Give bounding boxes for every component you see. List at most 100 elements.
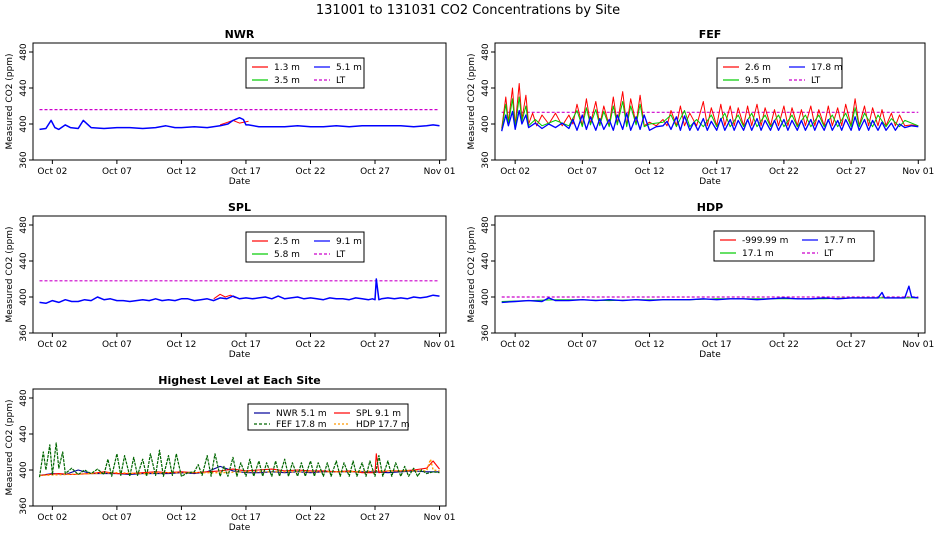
legend-label: 17.1 m [742,249,774,259]
y-tick-label: 360 [19,497,29,514]
x-tick-label: Nov 01 [424,340,456,350]
legend-label: 2.6 m [745,63,771,73]
legend-box [247,403,409,431]
legend-label: LT [824,249,834,259]
x-tick-label: Oct 22 [296,513,326,523]
legend-label: -999.99 m [742,236,788,246]
x-axis-label: Date [229,350,251,360]
x-axis-label: Date [229,523,251,533]
x-tick-label: Oct 07 [102,513,132,523]
chart-highest: Highest Level at Each Site 360 400 440 480 Oc… [5,374,455,533]
x-tick-label: Oct 22 [769,167,799,177]
y-tick-label: 400 [481,115,491,132]
y-tick-label: 440 [481,79,491,96]
plot-frame [32,388,447,507]
legend-label: LT [811,76,821,86]
x-tick-label: Oct 12 [635,340,665,350]
x-axis-label: Date [229,177,251,187]
y-tick-label: 440 [19,425,29,442]
x-tick-label: Oct 22 [769,340,799,350]
x-tick-label: Oct 17 [231,513,261,523]
series-line-17-8-m [501,109,919,132]
y-tick-label: 480 [19,43,29,60]
series-line-2-6-m [501,83,919,129]
legend-label: 5.8 m [274,250,300,260]
legend-label: 2.5 m [274,237,300,247]
x-tick-label: Oct 27 [360,340,390,350]
y-axis-label: Measured CO2 (ppm) [5,400,15,496]
x-tick-label: Oct 07 [567,340,597,350]
chart-title: HDP [697,201,723,214]
legend-label: SPL 9.1 m [356,409,401,419]
x-tick-label: Nov 01 [424,513,456,523]
chart-spl: SPL 360 400 440 480 Oct 02 Oct 07 Oct 12 Oct 17 O… [5,201,455,360]
legend: 2.6 m 17.8 m 9.5 m LT [716,57,843,89]
y-tick-label: 440 [19,252,29,269]
series-line-spl-9-1-m [39,453,440,476]
panels: NWR 360 400 440 480 Oct 02 Oct 07 Oct 12 Oct 17 O… [5,28,934,533]
x-tick-label: Oct 02 [37,513,67,523]
legend-label: 9.5 m [745,76,771,86]
y-tick-label: 360 [19,151,29,168]
x-tick-label: Oct 07 [102,340,132,350]
x-tick-label: Oct 17 [702,167,732,177]
chart-title: NWR [225,28,255,41]
y-axis-label: Measured CO2 (ppm) [5,54,15,150]
chart-title: FEF [699,28,722,41]
y-tick-label: 440 [481,252,491,269]
legend-box [245,57,365,89]
series-line-17-7-m [501,285,919,304]
x-tick-label: Oct 17 [702,340,732,350]
y-tick-label: 480 [19,216,29,233]
legend-label: LT [336,250,346,260]
plot-frame [32,215,447,334]
y-tick-label: 400 [19,288,29,305]
chart-title: Highest Level at Each Site [158,374,321,387]
y-tick-label: 440 [19,79,29,96]
x-tick-label: Oct 17 [231,167,261,177]
x-axis-label: Date [699,350,721,360]
x-tick-label: Oct 02 [37,167,67,177]
x-tick-label: Oct 27 [360,167,390,177]
x-tick-label: Nov 01 [902,340,934,350]
x-tick-label: Oct 12 [635,167,665,177]
x-tick-label: Oct 12 [166,340,196,350]
series-line-9-5-m [501,96,919,131]
figure-title: 131001 to 131031 CO2 Concentrations by S… [316,3,620,18]
legend-label: 17.7 m [824,236,856,246]
legend-label: LT [336,76,346,86]
legend: 1.3 m 5.1 m 3.5 m LT [245,57,365,89]
x-tick-label: Oct 27 [360,513,390,523]
plot-frame [494,215,926,334]
legend-label: FEF 17.8 m [276,420,327,430]
y-tick-label: 480 [19,389,29,406]
legend-label: NWR 5.1 m [276,409,327,419]
y-tick-label: 400 [481,288,491,305]
legend-box [713,230,875,262]
x-tick-label: Oct 12 [166,167,196,177]
legend-label: HDP 17.7 m [356,420,410,430]
x-tick-label: Oct 07 [567,167,597,177]
chart-nwr: NWR 360 400 440 480 Oct 02 Oct 07 Oct 12 Oct 17 O… [5,28,455,187]
legend: -999.99 m 17.7 m 17.1 m LT [713,230,875,262]
series-line-5-1-m [39,116,440,131]
x-tick-label: Oct 02 [500,340,530,350]
legend: NWR 5.1 m SPL 9.1 m FEF 17.8 m HDP 17.7 m [247,403,410,431]
x-tick-label: Oct 27 [836,340,866,350]
series-line-hdp-17-7-m [39,458,440,477]
x-tick-label: Oct 02 [500,167,530,177]
y-axis-label: Measured CO2 (ppm) [5,227,15,323]
y-axis-label: Measured CO2 (ppm) [467,227,477,323]
legend-label: 9.1 m [336,237,362,247]
x-tick-label: Oct 17 [231,340,261,350]
x-tick-label: Oct 22 [296,167,326,177]
chart-hdp: HDP 360 400 440 480 Oct 02 Oct 07 Oct 12 Oct 17 O… [467,201,934,360]
legend-box [245,231,365,263]
x-tick-label: Oct 07 [102,167,132,177]
y-tick-label: 480 [481,43,491,60]
y-tick-label: 480 [481,216,491,233]
chart-fef: FEF 360 400 440 480 Oct 02 Oct 07 Oct 12 Oct 17 O… [467,28,934,187]
legend: 2.5 m 9.1 m 5.8 m LT [245,231,365,263]
series-line-9-1-m [39,278,440,305]
